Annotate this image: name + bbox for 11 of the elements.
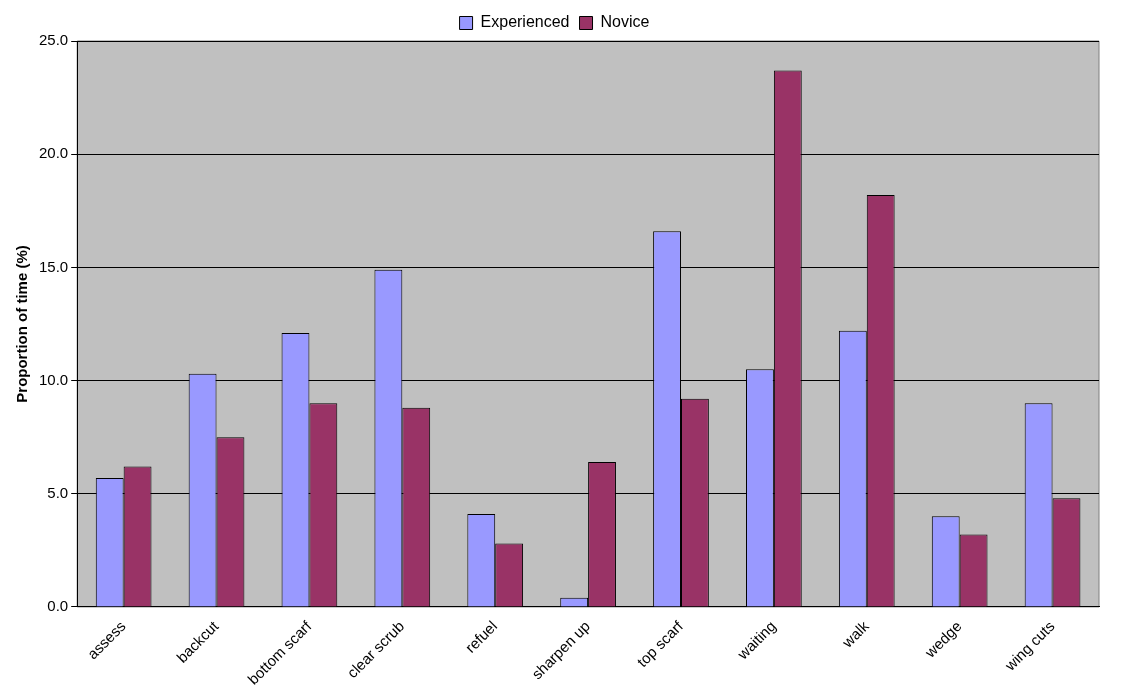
- legend-label: Novice: [600, 13, 650, 31]
- y-tick-label: 0.0: [47, 597, 69, 615]
- y-tick-label: 20.0: [38, 144, 69, 162]
- x-tick-label: walk: [837, 616, 873, 652]
- x-tick-label: wing cuts: [1000, 617, 1058, 675]
- y-axis-title: Proportion of time (%): [13, 245, 31, 403]
- y-tick-label: 25.0: [38, 31, 69, 49]
- legend-label: Experienced: [480, 13, 570, 31]
- y-tick-label: 5.0: [47, 483, 69, 501]
- y-tick-label: 15.0: [38, 257, 69, 275]
- y-tick-label: 10.0: [38, 370, 69, 388]
